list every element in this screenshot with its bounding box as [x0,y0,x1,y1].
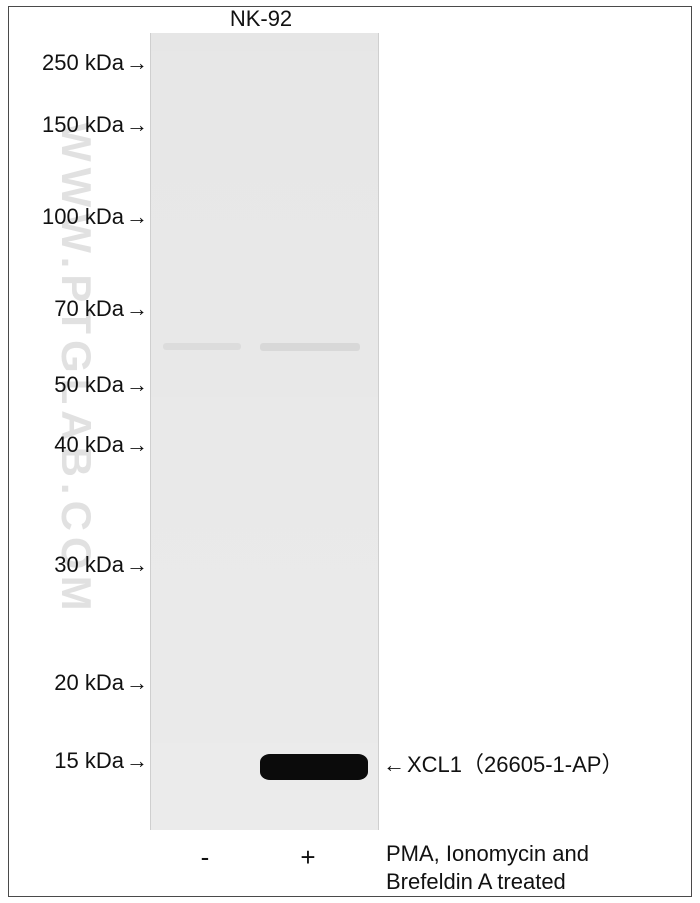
marker-label-text: 70 kDa [54,296,124,321]
arrow-left-icon: ← [383,752,405,778]
marker-label-text: 150 kDa [42,112,124,137]
treatment-line1: PMA, Ionomycin and [386,840,589,868]
marker-15: 15 kDa→ [54,748,148,774]
arrow-right-icon: → [126,432,148,458]
faint-band-lane2 [260,343,360,351]
marker-50: 50 kDa→ [54,372,148,398]
arrow-right-icon: → [126,112,148,138]
faint-band-lane1 [163,343,241,350]
arrow-right-icon: → [126,204,148,230]
marker-30: 30 kDa→ [54,552,148,578]
marker-label-text: 40 kDa [54,432,124,457]
arrow-right-icon: → [126,296,148,322]
target-band-text: XCL1（26605-1-AP） [407,752,623,777]
marker-label-text: 20 kDa [54,670,124,695]
watermark-text: WWW.PTGLAB.COM [52,122,100,617]
marker-20: 20 kDa→ [54,670,148,696]
marker-150: 150 kDa→ [42,112,148,138]
arrow-right-icon: → [126,552,148,578]
marker-70: 70 kDa→ [54,296,148,322]
lane-sign-minus: - [195,842,215,873]
arrow-right-icon: → [126,748,148,774]
arrow-right-icon: → [126,50,148,76]
marker-label-text: 30 kDa [54,552,124,577]
marker-label-text: 100 kDa [42,204,124,229]
arrow-right-icon: → [126,670,148,696]
blot-membrane [150,33,379,830]
marker-40: 40 kDa→ [54,432,148,458]
marker-100: 100 kDa→ [42,204,148,230]
target-band [260,754,368,780]
marker-label-text: 15 kDa [54,748,124,773]
lane-sign-plus: + [298,842,318,873]
marker-label-text: 250 kDa [42,50,124,75]
arrow-right-icon: → [126,372,148,398]
treatment-label: PMA, Ionomycin and Brefeldin A treated [386,840,589,895]
target-band-label: ←XCL1（26605-1-AP） [383,747,623,779]
blot-shading [151,33,378,830]
treatment-line2: Brefeldin A treated [386,868,589,896]
marker-250: 250 kDa→ [42,50,148,76]
sample-label: NK-92 [196,6,326,32]
marker-label-text: 50 kDa [54,372,124,397]
